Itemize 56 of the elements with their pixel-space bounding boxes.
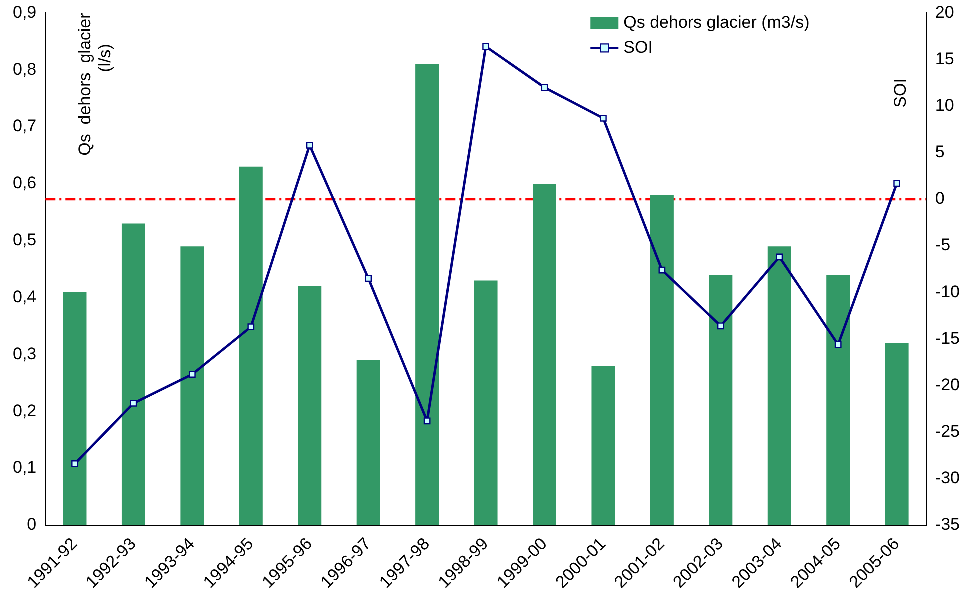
point <box>894 180 900 188</box>
bar <box>356 360 380 526</box>
y-tick-label: 0 <box>27 515 37 534</box>
y-axis-title: Qs dehors glacier (l/s) <box>75 12 114 156</box>
bar <box>768 246 792 526</box>
point <box>248 324 255 331</box>
point <box>600 115 607 122</box>
bar <box>885 343 909 526</box>
y-tick-label: 0,7 <box>12 116 37 136</box>
y2-tick-label: -35 <box>935 515 960 534</box>
y2-axis-title: SOI <box>891 78 910 108</box>
y2-tick-label: -30 <box>935 468 960 488</box>
point <box>424 418 431 425</box>
bar <box>650 195 674 526</box>
bar <box>533 184 556 526</box>
y2-tick-label: -15 <box>935 328 960 348</box>
bar <box>298 286 322 526</box>
bar <box>592 366 616 526</box>
y2-tick-label: 20 <box>935 2 954 22</box>
y2-tick-label: 0 <box>935 189 945 208</box>
point <box>834 341 842 348</box>
y-tick-label: 0,4 <box>12 287 37 306</box>
bar <box>474 280 498 526</box>
bar <box>122 224 146 526</box>
point <box>189 371 196 378</box>
bar <box>63 292 87 526</box>
point <box>365 275 372 282</box>
y2-tick-label: -10 <box>935 282 960 302</box>
y-tick-label: 0,9 <box>12 2 37 22</box>
y-tick-label: 0,1 <box>12 458 37 478</box>
bar <box>709 275 733 526</box>
point <box>306 142 314 149</box>
y2-tick-label: -25 <box>935 422 960 442</box>
y2-tick-label: 10 <box>935 96 954 116</box>
y-tick-label: 0,5 <box>12 230 37 250</box>
y2-tick-label: -20 <box>935 375 960 394</box>
y-tick-label: 0,2 <box>12 401 37 420</box>
y2-tick-label: 15 <box>935 49 954 68</box>
point <box>482 43 490 50</box>
y-tick-label: 0,8 <box>12 60 37 79</box>
bar <box>180 246 204 526</box>
legend-label: Qs dehors glacier (m3/s) <box>624 12 810 32</box>
bar <box>416 64 440 526</box>
point <box>541 84 548 92</box>
y-tick-label: 0,6 <box>12 174 37 193</box>
point <box>717 322 724 330</box>
legend-label: SOI <box>624 38 653 57</box>
point <box>130 400 138 407</box>
point <box>776 254 784 261</box>
y2-tick-label: 5 <box>935 142 945 162</box>
point <box>658 266 666 274</box>
point <box>72 460 78 468</box>
y2-tick-label: -5 <box>935 236 951 255</box>
bar <box>239 166 263 526</box>
bar <box>826 275 850 526</box>
y-tick-label: 0,3 <box>12 344 37 364</box>
